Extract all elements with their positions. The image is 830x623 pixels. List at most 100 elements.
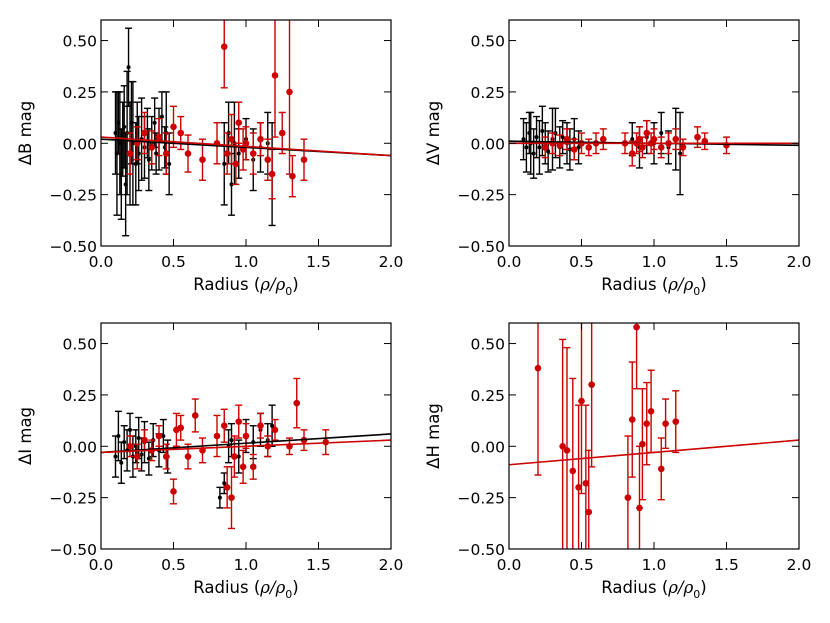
panel-h-red-marker (672, 418, 680, 425)
panel-i-black-marker (146, 456, 151, 461)
panel-b-red-point (271, 20, 279, 138)
panel-h-y-tick-label: 0.50 (470, 336, 505, 354)
panel-v-black-marker (537, 145, 542, 150)
panel-b-y-axis-title: ΔB mag (16, 101, 35, 166)
panel-i-red-point (293, 377, 301, 429)
panel-b-red-marker (184, 150, 192, 157)
panel-h-red-marker (643, 420, 651, 427)
panel-h-red-marker (563, 447, 571, 454)
panel-h-red-marker (585, 508, 593, 516)
panel-i-red-marker (220, 422, 228, 430)
panel-v-red-marker (694, 133, 701, 141)
panel-h-red-marker (633, 323, 640, 331)
panel-v-x-tick-label: 0.5 (569, 253, 594, 271)
panel-b-red-point (300, 138, 308, 181)
panel-h-red-point (559, 338, 567, 549)
panel-h-x-tick-label: 2.0 (787, 556, 812, 574)
x-axis-title-rho-denominator: ρ (683, 275, 694, 294)
panel-h-y-tick-label: 0.25 (470, 387, 505, 405)
panel-v-y-axis-title: ΔV mag (424, 101, 443, 165)
panel-i-y-tick-label: −0.25 (50, 490, 98, 508)
panel-b-red-marker (264, 156, 272, 164)
panel-b-black-marker (130, 141, 135, 146)
panel-h-red-point (575, 404, 583, 549)
panel-h-red-point (578, 323, 585, 495)
x-axis-title-rho: ρ (667, 578, 678, 597)
x-axis-title-subscript: 0 (693, 285, 700, 298)
panel-h-red-fit-line (509, 439, 799, 466)
panel-b-red-marker (228, 135, 235, 143)
panel-i-x-tick-label: 1.0 (234, 556, 259, 574)
panel-b-x-axis-title: Radius (ρ/ρ0) (193, 275, 298, 298)
x-axis-title-rho: ρ (259, 275, 270, 294)
panel-v-red-point (650, 128, 658, 151)
panel-b-red-point (170, 105, 177, 149)
panel-v-black-marker (560, 135, 565, 140)
panel-i-red-marker (228, 494, 235, 501)
panel-b-red-marker (141, 129, 148, 137)
panel-b-red-point (286, 20, 293, 175)
panel-b-red-marker (170, 123, 177, 131)
panel-h-y-tick-label: −0.50 (458, 541, 506, 559)
panel-i-red-point (239, 449, 247, 484)
panel-i-red-marker (184, 453, 192, 460)
panel-v-black-point (533, 115, 541, 159)
panel-h-red-point (563, 346, 571, 549)
panel-h-red-point (643, 381, 651, 466)
panel-v-black-point (575, 130, 583, 165)
panel-b-black-marker (122, 124, 127, 129)
panel-v-black-marker (540, 128, 545, 133)
panel-v-y-tick-label: 0.00 (470, 135, 505, 153)
panel-h-red-marker (534, 364, 542, 372)
panel-b-red-point (288, 154, 296, 198)
panel-i-black-marker (236, 454, 241, 459)
panel-h-red-point (582, 404, 590, 549)
panel-i-red-point (177, 414, 185, 441)
panel-i-series-red (126, 377, 330, 530)
panel-h-red-marker (657, 465, 665, 473)
panel-v-y-tick-label: 0.50 (470, 33, 505, 51)
panel-b-red-marker (148, 144, 156, 151)
panel-i-red-marker (293, 399, 301, 407)
panel-b-red-point (162, 132, 170, 175)
panel-v-black-marker (546, 149, 551, 154)
panel-i-red-point (133, 443, 141, 470)
panel-v-x-tick-label: 0.0 (497, 253, 522, 271)
panel-b-black-marker (236, 151, 241, 156)
panel-i-black-point (216, 486, 224, 509)
panel-b-red-point (228, 113, 235, 165)
panel-i-black-point (117, 441, 125, 484)
panel-b-x-tick-label: 1.0 (234, 253, 259, 271)
panel-i: 0.0 0.5 1.0 1.5 2.0 −0.50 −0.25 0.00 0.25 0.50 Rad… (16, 322, 403, 601)
x-axis-title-prefix: Radius ( (193, 275, 260, 294)
panel-b-red-point (199, 138, 206, 181)
panel-i-red-point (155, 425, 163, 447)
panel-i-red-point (126, 435, 134, 458)
panel-i-red-point (271, 418, 279, 441)
panel-b-red-point (148, 130, 156, 165)
panel-b-red-marker (155, 133, 163, 141)
panel-i-red-point (242, 422, 250, 450)
panel-b-red-marker (126, 150, 134, 157)
panel-h: 0.0 0.5 1.0 1.5 2.0 −0.50 −0.25 0.00 0.25 0.50 Rad… (424, 322, 812, 601)
panel-v-black-marker (534, 135, 539, 140)
panel-b-black-marker (222, 161, 227, 166)
panel-h-y-tick-label: 0.00 (470, 438, 505, 456)
panel-i-x-tick-label: 0.5 (161, 556, 186, 574)
panel-b-red-point (257, 122, 264, 157)
panel-i-red-point (213, 414, 221, 458)
panel-v-black-point (520, 117, 527, 161)
panel-v-y-tick-label: 0.25 (470, 84, 505, 102)
panel-v-black-marker (531, 151, 536, 156)
panel-i-black-marker (113, 454, 118, 459)
panel-i-red-point (220, 408, 228, 443)
panel-h-x-axis-title: Radius (ρ/ρ0) (601, 578, 706, 601)
panel-h-red-point (624, 435, 632, 549)
panel-h-red-point (657, 437, 665, 501)
panel-i-red-marker (170, 488, 177, 495)
panel-b-black-marker (152, 120, 157, 125)
panel-v-red-marker (650, 135, 658, 143)
panel-v-black-marker (659, 131, 664, 135)
panel-b-black-point (220, 122, 228, 206)
